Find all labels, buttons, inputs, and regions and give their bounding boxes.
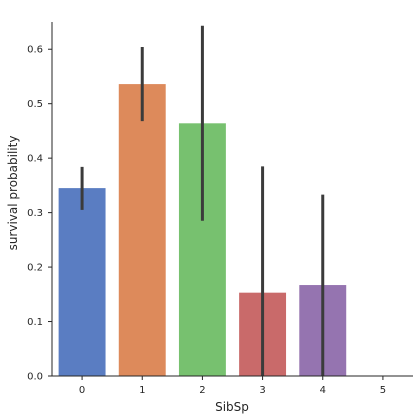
x-tick-label-1: 1: [139, 385, 145, 396]
x-tick-label-4: 4: [320, 385, 326, 396]
error-bars: [80, 25, 325, 376]
x-tick-label-5: 5: [380, 385, 386, 396]
x-tick-label-3: 3: [259, 385, 265, 396]
x-tick-label-2: 2: [199, 385, 205, 396]
x-ticks: 0 1 2 3 4 5: [79, 376, 386, 396]
y-tick-label-0.0: 0.0: [27, 372, 43, 383]
y-tick-label-0.6: 0.6: [27, 45, 43, 56]
y-tick-label-0.1: 0.1: [27, 317, 43, 328]
y-axis-label: survival probability: [6, 136, 20, 251]
x-tick-label-0: 0: [79, 385, 85, 396]
y-tick-label-0.5: 0.5: [27, 99, 43, 110]
y-tick-label-0.4: 0.4: [27, 154, 43, 165]
y-tick-label-0.2: 0.2: [27, 263, 43, 274]
x-axis-label: SibSp: [215, 400, 249, 414]
bar-1: [118, 84, 166, 376]
bar-0: [58, 188, 106, 376]
y-tick-label-0.3: 0.3: [27, 208, 43, 219]
y-ticks: 0.0 0.1 0.2 0.3 0.4 0.5 0.6: [27, 45, 52, 383]
